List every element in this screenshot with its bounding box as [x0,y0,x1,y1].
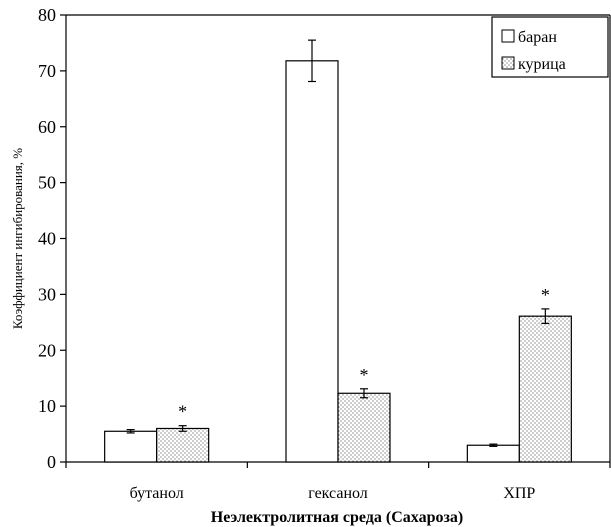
legend-label: курица [518,56,566,73]
y-tick-label: 70 [38,61,56,81]
legend-swatch-курица [502,57,514,69]
y-tick-label: 10 [38,396,56,416]
x-category-label: бутанол [130,485,184,502]
y-tick-label: 50 [38,173,56,193]
bar-курица-гексанол [338,393,390,462]
legend-swatch-баран [502,30,514,42]
legend-label: баран [518,29,557,46]
significance-marker: * [541,285,550,305]
y-axis-title: Коэффициент ингибирования, % [10,148,25,329]
x-category-label: ХПР [503,485,535,502]
y-tick-label: 20 [38,340,56,360]
significance-marker: * [360,365,369,385]
bar-баран-гексанол [286,61,338,462]
chart-bars [105,40,572,462]
chart-labels: бутанол гексанол ХПР * * * Неэлектролитная сре… [10,148,550,526]
x-axis-title: Неэлектролитная среда (Сахароза) [211,509,463,526]
y-tick-label: 0 [47,452,56,472]
bar-курица-ХПР [519,316,571,462]
y-tick-label: 30 [38,284,56,304]
significance-marker: * [178,402,187,422]
bar-баран-ХПР [467,445,519,462]
y-tick-label: 40 [38,229,56,249]
chart-legend: баран курица [492,17,608,77]
bar-курица-бутанол [157,428,209,462]
bar-баран-бутанол [105,431,157,462]
x-category-label: гексанол [308,485,368,502]
y-tick-label: 80 [38,5,56,25]
y-tick-label: 60 [38,117,56,137]
